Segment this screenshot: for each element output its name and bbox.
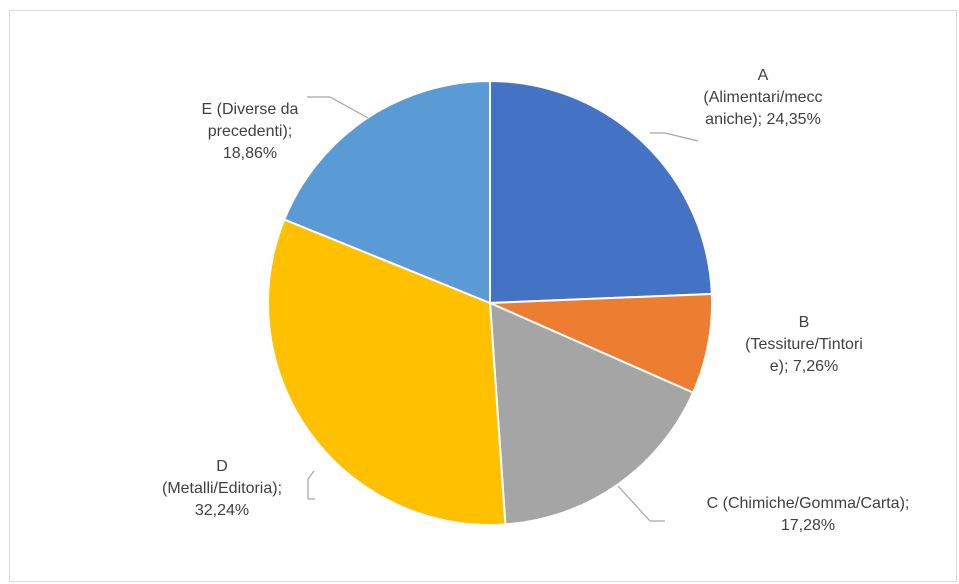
pie-slice-c — [488, 301, 695, 526]
data-label-e: E (Diverse da precedenti); 18,86% — [202, 101, 299, 162]
leader-line-c — [617, 485, 665, 522]
data-label-a: A (Alimentari/mecc aniche); 24,35% — [703, 67, 822, 128]
data-label-b: B (Tessiture/Tintori e); 7,26% — [745, 314, 863, 375]
pie-chart: A (Alimentari/mecc aniche); 24,35% B (Tessit… — [162, 67, 910, 534]
leader-line-e — [307, 96, 369, 119]
data-label-c: C (Chimiche/Gomma/Carta); 17,28% — [707, 495, 910, 534]
pie-slice-a — [489, 79, 713, 305]
pie-slice-e — [283, 79, 491, 305]
pie-slice-d — [267, 218, 507, 526]
data-label-d: D (Metalli/Editoria); 32,24% — [162, 458, 282, 519]
chart-area: A (Alimentari/mecc aniche); 24,35% B (Tessit… — [9, 10, 957, 582]
leader-line-a — [650, 132, 699, 142]
pie-slice-b — [489, 292, 713, 394]
leader-line-d — [307, 470, 315, 500]
